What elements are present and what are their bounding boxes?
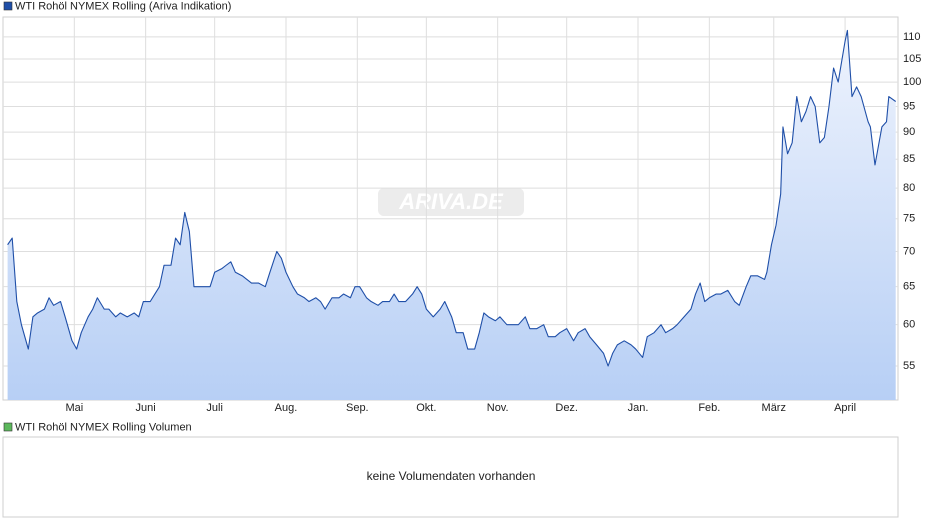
x-tick-label: Juni (136, 402, 156, 414)
volume-message: keine Volumendaten vorhanden (367, 469, 536, 483)
y-tick-label: 95 (903, 100, 915, 112)
y-tick-label: 80 (903, 182, 915, 194)
y-tick-label: 85 (903, 153, 915, 165)
x-tick-label: Mai (65, 402, 83, 414)
watermark: ARIVA.DE (398, 189, 504, 214)
x-tick-label: Juli (206, 402, 223, 414)
y-tick-label: 90 (903, 126, 915, 138)
y-tick-label: 55 (903, 360, 915, 372)
y-tick-label: 75 (903, 213, 915, 225)
x-tick-label: Sep. (346, 402, 369, 414)
volume-frame (2, 436, 899, 518)
x-tick-label: Nov. (487, 402, 509, 414)
y-tick-label: 70 (903, 245, 915, 257)
y-tick-label: 110 (903, 31, 921, 43)
x-tick-label: Jan. (628, 402, 649, 414)
legend-label: WTI Rohöl NYMEX Rolling Volumen (15, 421, 192, 433)
x-tick-label: April (834, 402, 856, 414)
x-tick-label: Okt. (416, 402, 436, 414)
legend-label: WTI Rohöl NYMEX Rolling (Ariva Indikatio… (15, 0, 231, 12)
y-tick-label: 60 (903, 319, 915, 331)
x-tick-label: Aug. (275, 402, 298, 414)
line (7, 29, 897, 367)
legend-swatch (3, 422, 13, 432)
watermark-box (378, 188, 524, 216)
area (7, 30, 896, 400)
x-tick-label: Dez. (555, 402, 578, 414)
x-tick-label: März (762, 402, 786, 414)
y-tick-label: 65 (903, 281, 915, 293)
y-tick-label: 105 (903, 53, 921, 65)
x-tick-label: Feb. (698, 402, 720, 414)
legend-swatch (3, 1, 13, 11)
y-tick-label: 100 (903, 76, 921, 88)
